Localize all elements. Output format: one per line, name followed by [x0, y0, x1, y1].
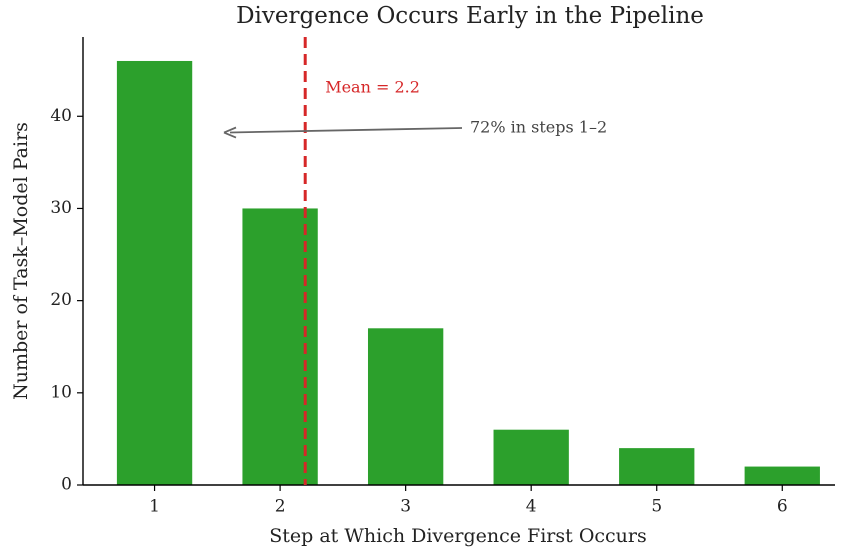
y-tick-label: 20	[50, 290, 72, 310]
chart-title: Divergence Occurs Early in the Pipeline	[236, 3, 704, 29]
x-axis-label: Step at Which Divergence First Occurs	[269, 525, 647, 547]
mean-label: Mean = 2.2	[325, 78, 420, 97]
annotation: 72% in steps 1–2	[470, 118, 607, 137]
x-tick-label: 2	[275, 497, 286, 517]
y-axis-label: Number of Task–Model Pairs	[10, 122, 32, 400]
x-tick-label: 6	[777, 497, 788, 517]
x-tick-label: 4	[526, 497, 537, 517]
annotation-arrowhead	[223, 126, 237, 139]
y-tick-label: 40	[50, 106, 72, 126]
bar	[367, 328, 444, 485]
bar	[493, 429, 569, 485]
y-tick-label: 0	[61, 475, 72, 495]
bar	[744, 466, 820, 485]
y-tick-label: 30	[50, 198, 72, 218]
x-tick-label: 1	[149, 497, 160, 517]
y-tick-label: 10	[50, 382, 72, 402]
bar	[619, 448, 695, 485]
annotation-arrow	[229, 127, 463, 134]
x-tick-label: 5	[651, 497, 662, 517]
x-tick-label: 3	[400, 497, 411, 517]
bar	[116, 60, 193, 486]
